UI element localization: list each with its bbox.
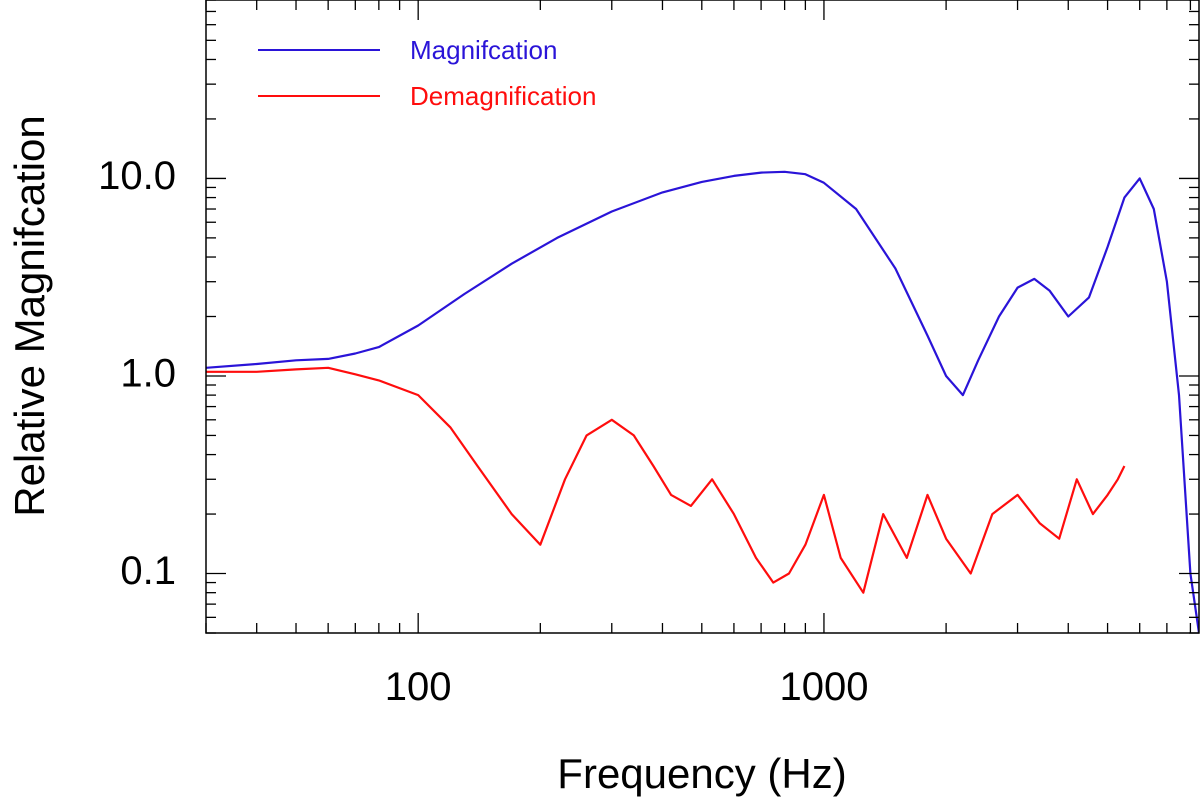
x-tick-label: 1000 (779, 665, 868, 709)
x-axis-title: Frequency (Hz) (557, 750, 846, 797)
y-tick-label: 1.0 (120, 352, 176, 396)
plot-frame (205, 0, 1200, 634)
series-line-magnifcation (206, 170, 1199, 633)
legend-label-magnifcation: Magnifcation (410, 35, 557, 65)
legend-label-demagnification: Demagnification (410, 81, 596, 111)
x-tick-label: 100 (385, 665, 452, 709)
series-line-demagnification (206, 366, 1126, 594)
tick-labels-layer: 100 1000 0.1 1.0 10.0 (98, 154, 868, 709)
series-layer (206, 170, 1199, 633)
y-axis-title: Relative Magnifcation (6, 115, 53, 517)
y-tick-label: 10.0 (98, 154, 176, 198)
y-tick-label: 0.1 (120, 549, 176, 593)
legend: Magnifcation Demagnification (258, 35, 596, 111)
ticks-layer (205, 0, 1199, 634)
